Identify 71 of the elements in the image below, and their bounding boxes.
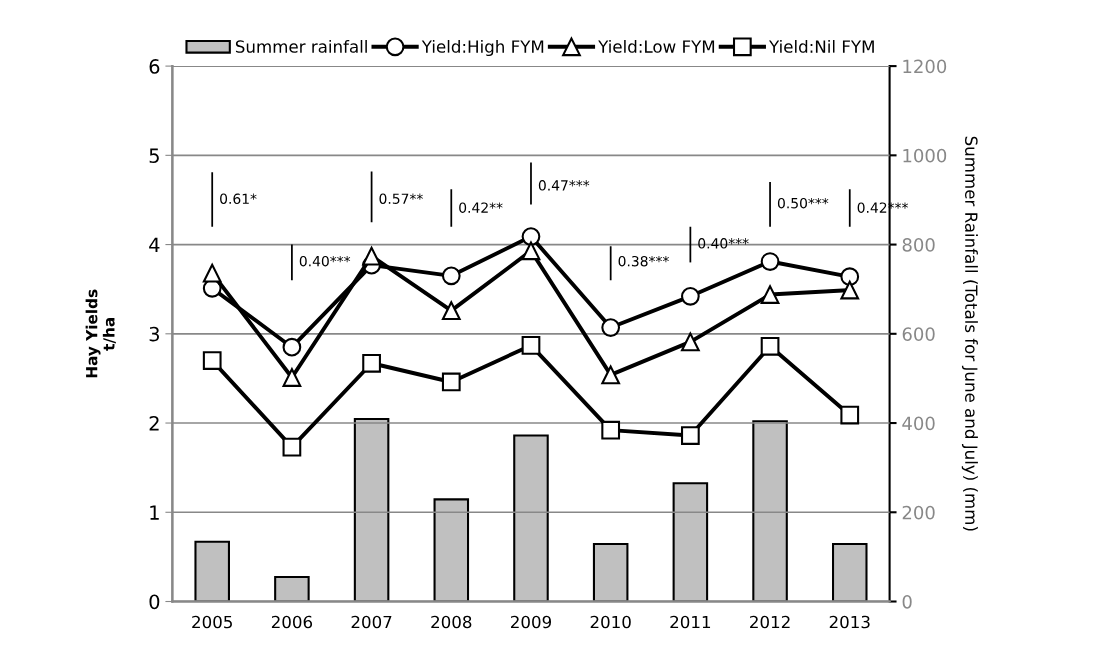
annotation: 0.47***: [538, 180, 590, 191]
legend-label: Summer rainfall: [235, 39, 367, 53]
bar: [274, 575, 310, 602]
point: [521, 227, 541, 246]
point: [760, 285, 780, 304]
point: [680, 332, 700, 352]
point: [282, 368, 302, 387]
point: [840, 280, 860, 300]
y-tick-label: 3: [149, 326, 159, 342]
x-tick-label: 2008: [431, 615, 472, 629]
point: [441, 372, 461, 392]
bar: [672, 482, 709, 602]
point: [601, 365, 621, 385]
point: [680, 286, 700, 306]
y-tick-label: 4: [149, 237, 160, 252]
y2-tick-label: 800: [902, 238, 935, 252]
y-tick-label: 2: [149, 416, 159, 431]
y2-tick-label: 400: [902, 416, 935, 431]
point: [521, 336, 541, 355]
x-tick-label: 2007: [351, 615, 392, 629]
point: [441, 266, 461, 286]
annotation: 0.61*: [220, 193, 257, 204]
point: [760, 252, 780, 271]
point: [601, 318, 621, 337]
y2-tick-label: 200: [902, 505, 935, 520]
point: [521, 241, 541, 261]
x-tick-label: 2009: [510, 615, 552, 629]
x-tick-label: 2006: [271, 615, 313, 629]
y-tick-label: 6: [149, 59, 160, 74]
point: [282, 437, 302, 457]
x-tick-label: 2010: [590, 615, 631, 629]
x-tick-label: 2013: [829, 615, 870, 629]
point: [760, 336, 780, 356]
y-tick-label: 0: [149, 594, 160, 610]
y2-tick-label: 0: [902, 594, 912, 609]
point: [362, 246, 381, 266]
point: [680, 426, 700, 445]
x-tick-label: 2005: [192, 615, 232, 629]
annotation: 0.40***: [299, 255, 351, 267]
point: [441, 301, 461, 320]
point: [840, 267, 860, 287]
point: [601, 420, 621, 440]
y2-tick-label: 1200: [903, 59, 947, 74]
annotation: 0.57**: [379, 193, 423, 204]
legend-label: Yield:Nil FYM: [768, 39, 874, 53]
annotation: 0.50***: [777, 197, 829, 209]
x-tick-label: 2012: [750, 615, 790, 629]
point: [202, 263, 222, 283]
bar: [752, 420, 788, 602]
bar: [194, 540, 230, 602]
legend-label: Yield:Low FYM: [598, 39, 715, 53]
annotation: 0.42**: [459, 202, 503, 213]
bar: [592, 542, 629, 602]
point: [840, 405, 860, 425]
y2-axis-title: Summer Rainfall (Totals for June and July) (mm): [961, 136, 978, 531]
bar: [433, 498, 470, 602]
x-tick-label: 2011: [670, 615, 711, 629]
bar: [831, 542, 868, 602]
y-axis-title: Hay Yields t/ha: [85, 289, 116, 378]
y-tick-label: 1: [150, 505, 159, 520]
annotation: 0.40***: [698, 238, 749, 249]
legend-label: Yield:High FYM: [421, 39, 544, 57]
y2-tick-label: 600: [902, 327, 935, 341]
point: [282, 337, 302, 357]
y2-tick-label: 1000: [903, 148, 947, 163]
bar: [513, 434, 549, 602]
y-tick-label: 5: [149, 148, 159, 163]
point: [202, 351, 222, 370]
annotation: 0.38***: [618, 255, 669, 267]
bar: [353, 417, 390, 602]
point: [362, 353, 381, 373]
